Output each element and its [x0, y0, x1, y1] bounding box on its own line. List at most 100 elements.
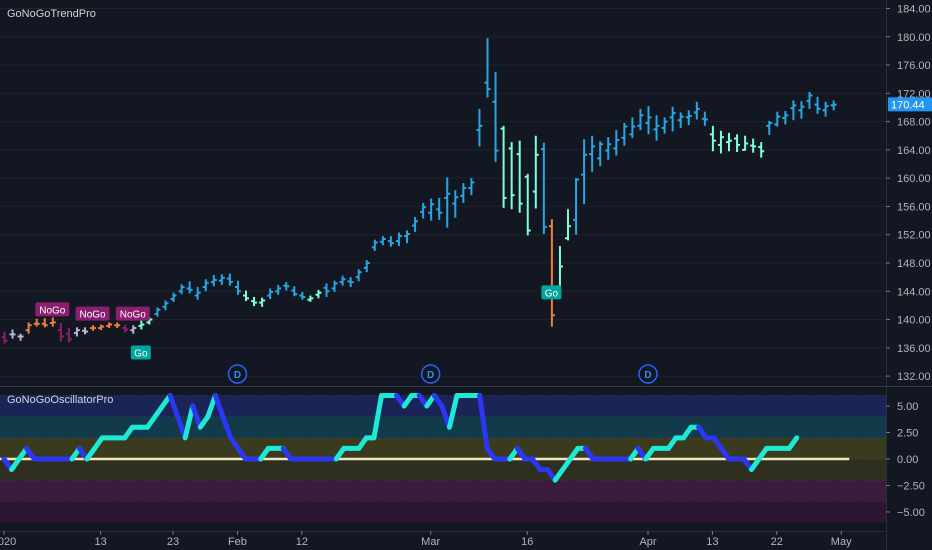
price-tick-label: 176.00 — [897, 60, 931, 72]
time-axis[interactable]: 2020 13 23 Feb 12 Mar 16 Apr 13 22 May — [0, 531, 886, 548]
dividend-marker[interactable]: D — [420, 364, 441, 384]
price-bar — [508, 142, 515, 210]
price-bar — [226, 273, 233, 286]
oscillator-pane[interactable]: GoNoGoOscillatorPro — [0, 392, 886, 523]
price-bar — [218, 274, 225, 285]
price-bar — [484, 38, 491, 98]
price-bar — [395, 232, 402, 247]
time-tick-label: Mar — [421, 536, 440, 548]
signal-badge-box — [75, 306, 110, 321]
signal-badge-label: Go — [545, 288, 559, 299]
price-bar — [162, 300, 169, 311]
price-bar — [130, 325, 137, 334]
last-price-marker: 170.44 — [888, 97, 932, 112]
price-tick-label: 164.00 — [897, 145, 931, 157]
price-tick-label: 160.00 — [897, 173, 931, 185]
price-pane[interactable]: NoGo NoGo NoGo Go Go D D D GoNoGoTrendPro — [0, 7, 886, 384]
time-tick-label: 12 — [296, 536, 308, 548]
price-bar — [106, 322, 113, 329]
oscillator-band — [0, 501, 886, 523]
price-bar — [82, 327, 88, 335]
time-tick-label: May — [831, 536, 852, 548]
price-bar — [65, 328, 72, 343]
price-bar — [194, 287, 201, 300]
price-bar — [613, 130, 620, 156]
price-bar — [532, 135, 539, 209]
time-tick-label: Feb — [228, 536, 247, 548]
price-bar — [347, 277, 354, 288]
price-bar — [758, 142, 765, 158]
price-bar — [291, 286, 298, 297]
oscillator-tick-label: −2.50 — [897, 480, 925, 492]
oscillator-segment — [182, 403, 196, 441]
dividend-marker-label: D — [644, 370, 651, 381]
price-tick-label: 168.00 — [897, 117, 931, 129]
price-tick-label: 132.00 — [897, 371, 931, 383]
price-bar — [234, 280, 241, 295]
price-bar — [323, 283, 330, 297]
price-tick-label: 136.00 — [897, 343, 931, 355]
dividend-marker-label: D — [427, 370, 434, 381]
oscillator-axis-ticks: 5.00 2.50 0.00 −2.50 −5.00 — [886, 401, 925, 519]
price-bar — [315, 289, 322, 299]
signal-badge-box — [541, 285, 562, 300]
price-axis[interactable]: 132.00 136.00 140.00 144.00 148.00 152.00 156.… — [886, 0, 932, 550]
oscillator-band — [0, 437, 886, 459]
price-bar — [726, 132, 732, 152]
price-bar — [693, 101, 700, 120]
price-bar — [73, 327, 80, 337]
price-bar — [267, 288, 274, 300]
price-bar — [685, 110, 692, 126]
price-bar — [170, 292, 177, 302]
oscillator-segment — [167, 392, 181, 420]
time-tick-label: 23 — [167, 536, 179, 548]
time-tick-label: 13 — [706, 536, 718, 548]
price-bar — [138, 320, 145, 330]
price-tick-label: 172.00 — [897, 88, 931, 100]
price-tick-label: 184.00 — [897, 3, 931, 15]
price-bar — [210, 275, 217, 287]
oscillator-segment — [212, 392, 226, 420]
dividend-marker-circle — [420, 364, 441, 384]
price-bar — [186, 281, 193, 294]
price-bar — [830, 100, 837, 111]
price-bar — [565, 209, 571, 241]
price-bar — [90, 325, 97, 331]
oscillator-band — [0, 459, 886, 481]
signal-badges: NoGo NoGo NoGo Go Go — [35, 285, 562, 360]
price-bar — [717, 130, 724, 154]
price-bar — [420, 202, 427, 219]
price-bar — [33, 318, 40, 327]
price-bar — [57, 323, 64, 342]
price-tick-label: 144.00 — [897, 286, 931, 298]
signal-badge-box — [115, 306, 150, 321]
oscillator-segment — [371, 392, 384, 441]
price-bar — [516, 140, 523, 213]
oscillator-tick-label: −5.00 — [897, 507, 925, 519]
dividend-marker[interactable]: D — [638, 364, 658, 384]
last-price-label: 170.44 — [891, 99, 925, 111]
time-tick-label: Apr — [639, 536, 656, 548]
oscillator-title: GoNoGoOscillatorPro — [7, 394, 113, 406]
price-bar — [9, 329, 16, 339]
price-bar — [436, 197, 443, 220]
price-bar — [677, 112, 684, 128]
oscillator-tick-label: 5.00 — [897, 401, 918, 413]
price-bar — [412, 217, 419, 232]
price-bar — [645, 106, 652, 135]
price-bar — [500, 125, 507, 208]
dividend-marker[interactable]: D — [227, 364, 248, 384]
price-bar — [806, 91, 813, 109]
price-bar — [621, 123, 628, 146]
price-bar — [653, 115, 660, 141]
price-bar — [790, 100, 797, 121]
price-bar — [597, 141, 604, 167]
time-axis-ticks: 2020 13 23 Feb 12 Mar 16 Apr 13 22 May — [0, 531, 852, 548]
price-bar — [460, 183, 467, 203]
price-bar — [637, 108, 644, 131]
price-bar — [98, 324, 105, 331]
price-bar — [331, 280, 338, 292]
time-tick-label: 13 — [94, 536, 106, 548]
